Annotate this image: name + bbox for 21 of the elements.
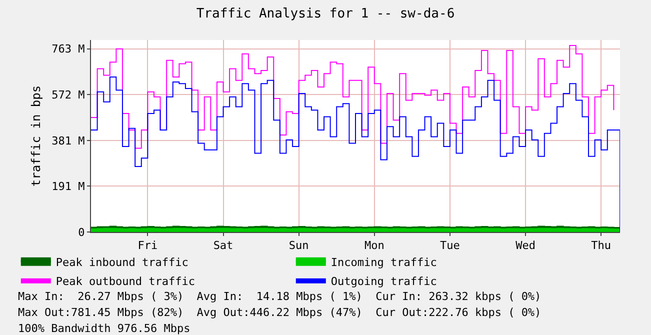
chart-title: Traffic Analysis for 1 -- sw-da-6 [196,6,455,22]
y-tick-label: 763 M [52,42,86,56]
x-tick-label: Tue [440,239,460,252]
text: Max Out:781.45 Mbps (82%) Avg Out:446.22 Mbps (47%) Cur Out:222.76 kbps ( 0%) [18,306,542,319]
y-tick-label: 381 M [52,134,86,148]
y-tick-label: 191 M [52,180,86,194]
x-tick-label: Thu [591,239,612,252]
legend-label: Peak inbound traffic [56,256,188,270]
x-tick-label: Sun [288,239,309,252]
x-tick-label: Wed [516,239,536,252]
x-tick-label: Fri [138,239,158,252]
x-tick-label: Mon [364,239,384,252]
legend-label: Incoming traffic [330,256,437,270]
legend-label: Outgoing traffic [330,275,437,288]
text: Max In: 26.27 Mbps ( 3%) Avg In: 14.18 Mbps ( 1%) Cur In: 263.32 kbps ( 0%) [18,290,542,303]
legend-label: Peak outbound traffic [56,275,195,288]
y-tick-label: 572 M [52,88,86,102]
y-axis-title: traffic in bps [28,85,43,187]
text: 100% Bandwidth 976.56 Mbps [18,322,190,335]
x-tick-label: Sat [213,239,234,252]
y-tick-label: 0 [78,226,85,239]
